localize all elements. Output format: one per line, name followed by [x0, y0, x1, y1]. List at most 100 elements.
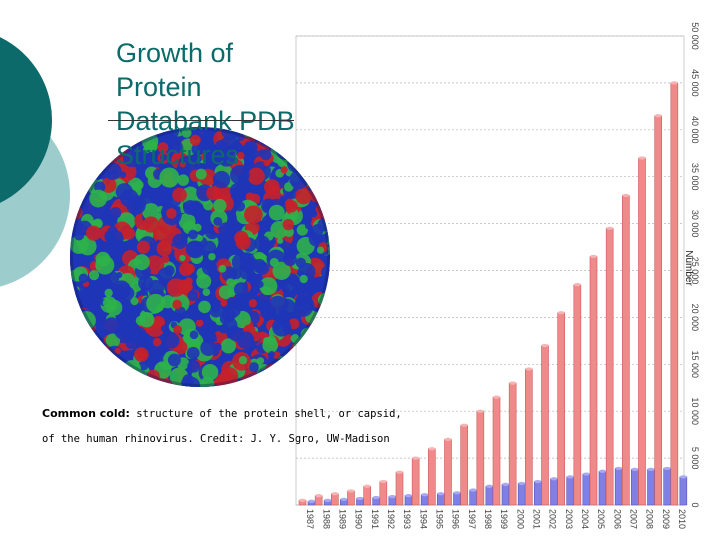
x-tick-label: 1993	[402, 509, 412, 529]
bar-cap	[324, 498, 332, 502]
bar-cap	[599, 469, 606, 473]
bar-cap	[437, 492, 445, 496]
y-tick-label: 30 000	[690, 210, 700, 238]
x-tick-label: 1996	[451, 509, 461, 529]
bar-cap	[315, 494, 323, 498]
y-tick-label: 35 000	[690, 163, 700, 191]
x-tick-label: 1987	[305, 509, 315, 529]
x-tick-label: 2001	[531, 509, 541, 529]
bar-cap	[299, 498, 306, 502]
title-divider	[108, 120, 294, 121]
y-tick-labels: 0 5 000 10 000 15 000 20 000 25 000 30 000 35 0…	[690, 22, 700, 507]
y-tick-label: 20 000	[690, 304, 700, 332]
bar-cap	[469, 488, 477, 492]
bar-cap	[638, 156, 646, 160]
caption-line1-text: structure of the protein shell, or capsi…	[129, 408, 402, 420]
bar-cap	[509, 381, 517, 385]
x-tick-label: 1998	[483, 509, 493, 529]
caption-line1: Common cold: structure of the protein sh…	[42, 401, 402, 427]
bar-cap	[622, 193, 630, 198]
x-tick-label: 2007	[628, 509, 638, 529]
caption-lead: Common cold:	[42, 407, 130, 420]
bar-cap	[663, 466, 671, 471]
y-tick-label: 15 000	[690, 351, 700, 379]
bar-cap	[453, 491, 461, 495]
y-tick-label: 45 000	[690, 69, 700, 97]
bar-cap	[396, 470, 403, 474]
bar-cap	[340, 497, 348, 501]
bar-cap	[518, 481, 526, 486]
bar-cap	[679, 475, 687, 479]
y-tick-label: 25 000	[690, 257, 700, 285]
y-tick-label: 5 000	[690, 447, 700, 470]
bar-cap	[647, 467, 655, 471]
y-axis-label: Number	[683, 250, 694, 286]
bar-cap	[428, 447, 436, 451]
x-tick-label: 2005	[596, 509, 606, 529]
bar-cap	[566, 475, 574, 479]
caption-line2: of the human rhinovirus. Credit: J. Y. S…	[42, 433, 390, 445]
x-tick-label: 1997	[467, 509, 477, 529]
bar-cap	[372, 495, 380, 500]
bar-cap	[379, 479, 387, 484]
bar-cap	[476, 409, 484, 413]
x-tick-label: 2003	[564, 509, 574, 529]
y-tick-label: 40 000	[690, 116, 700, 144]
x-tick-label: 1994	[418, 509, 428, 529]
x-tick-label: 1999	[499, 509, 509, 529]
bar-cap	[550, 477, 558, 481]
x-tick-label: 2000	[515, 509, 525, 529]
bar-cap	[615, 466, 623, 471]
bar-cap	[534, 479, 542, 484]
slide-title: Growth of Protein Databank PDB Structure…	[116, 36, 296, 172]
x-tick-label: 1992	[386, 509, 396, 529]
bar-cap	[412, 456, 420, 460]
bar-cap	[502, 482, 509, 486]
bar-cap	[388, 494, 396, 499]
dark-teal-circle	[0, 37, 52, 203]
y-tick-label: 10 000	[690, 397, 700, 425]
image-caption: Common cold: structure of the protein sh…	[42, 401, 402, 452]
y-tick-label: 0	[690, 502, 700, 507]
bar-cap	[421, 493, 429, 497]
bar-cap	[670, 81, 678, 85]
x-tick-label: 1990	[354, 509, 364, 529]
bar-cap	[363, 484, 371, 488]
x-tick-label: 2009	[661, 509, 671, 529]
bar-cap	[493, 395, 500, 399]
bar-cap	[654, 114, 662, 118]
bar-cap	[485, 484, 493, 488]
x-tick-label: 2008	[645, 509, 655, 529]
bar-cap	[582, 472, 590, 476]
x-tick-label: 2004	[580, 509, 590, 529]
bar-cap	[444, 437, 452, 441]
chart-bars	[298, 81, 688, 506]
x-tick-label: 2010	[677, 509, 687, 529]
bar-cap	[606, 226, 614, 230]
chart-grid	[295, 35, 685, 506]
x-tick-label: 2006	[612, 509, 622, 529]
bar-cap	[308, 499, 315, 503]
x-tick-label: 1991	[370, 509, 380, 529]
bar-cap	[573, 282, 581, 287]
x-tick-label: 1995	[434, 509, 444, 529]
bar-cap	[631, 467, 639, 471]
bar-cap	[347, 489, 355, 493]
bar-cap	[590, 254, 597, 259]
capsid-texture	[70, 127, 330, 387]
x-tick-labels: 1987 1988 1989 1990 1991 1992 1993 1994 1995 1996…	[305, 509, 687, 529]
bar-cap	[405, 494, 412, 498]
bar-cap	[331, 492, 339, 496]
slide-title-line1: Growth of Protein Databank PDB	[116, 38, 295, 136]
bar-cap	[541, 343, 549, 348]
bar-cap	[356, 496, 364, 501]
x-tick-label: 1988	[321, 509, 331, 529]
slide-title-line2: Structures	[116, 140, 240, 170]
y-tick-label: 50 000	[690, 22, 700, 50]
bar-cap	[460, 423, 468, 427]
x-tick-label: 1989	[337, 509, 347, 529]
